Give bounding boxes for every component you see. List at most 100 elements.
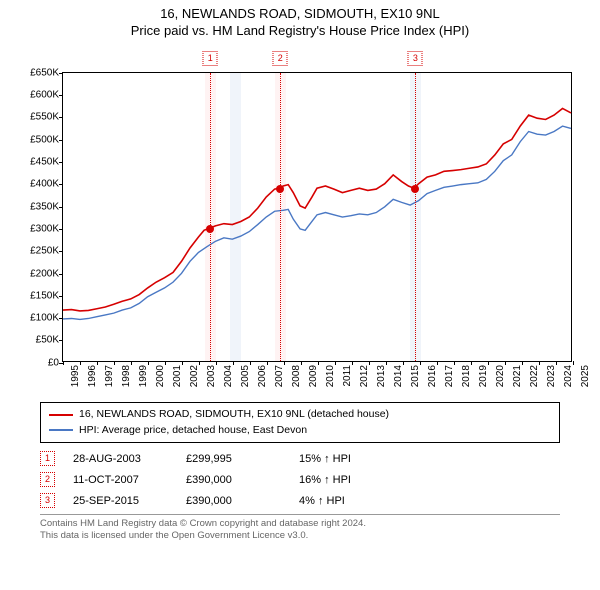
x-tick-label: 2023 (546, 365, 557, 387)
sales-table: 128-AUG-2003£299,99515% ↑ HPI211-OCT-200… (40, 451, 560, 508)
x-tick-label: 2010 (325, 365, 336, 387)
x-tick-mark (131, 361, 132, 365)
y-tick-label: £550K (30, 112, 59, 123)
footer-attribution: Contains HM Land Registry data © Crown c… (40, 514, 560, 542)
x-tick-label: 1999 (138, 365, 149, 387)
y-tick-mark (59, 184, 63, 185)
series-subject (63, 108, 571, 310)
sale-row-index: 2 (40, 472, 55, 487)
x-tick-mark (352, 361, 353, 365)
x-tick-mark (148, 361, 149, 365)
chart-area: £0£50K£100K£150K£200K£250K£300K£350K£400… (20, 46, 580, 396)
x-tick-mark (437, 361, 438, 365)
y-tick-mark (59, 296, 63, 297)
x-tick-mark (573, 361, 574, 365)
x-tick-mark (165, 361, 166, 365)
x-tick-label: 2004 (223, 365, 234, 387)
x-tick-label: 2012 (359, 365, 370, 387)
legend-label-subject: 16, NEWLANDS ROAD, SIDMOUTH, EX10 9NL (d… (79, 407, 389, 423)
sale-row-date: 28-AUG-2003 (73, 453, 168, 465)
legend-box: 16, NEWLANDS ROAD, SIDMOUTH, EX10 9NL (d… (40, 402, 560, 444)
sale-rule (210, 73, 211, 361)
y-tick-mark (59, 229, 63, 230)
x-tick-mark (471, 361, 472, 365)
x-tick-label: 2021 (512, 365, 523, 387)
x-tick-mark (522, 361, 523, 365)
sale-marker-box: 1 (203, 51, 218, 66)
x-tick-label: 2019 (478, 365, 489, 387)
sale-dot (206, 225, 214, 233)
x-tick-mark (233, 361, 234, 365)
x-tick-label: 2015 (410, 365, 421, 387)
y-tick-label: £650K (30, 67, 59, 78)
x-tick-label: 2016 (427, 365, 438, 387)
x-tick-label: 2014 (393, 365, 404, 387)
x-tick-label: 2003 (206, 365, 217, 387)
legend-label-hpi: HPI: Average price, detached house, East… (79, 423, 307, 439)
y-tick-label: £300K (30, 223, 59, 234)
x-tick-label: 1998 (121, 365, 132, 387)
legend-swatch-subject (49, 414, 73, 416)
x-tick-label: 2006 (257, 365, 268, 387)
x-tick-mark (403, 361, 404, 365)
x-tick-mark (284, 361, 285, 365)
y-tick-mark (59, 207, 63, 208)
x-tick-mark (335, 361, 336, 365)
x-tick-label: 1996 (87, 365, 98, 387)
sale-rule (280, 73, 281, 361)
sale-row-index: 1 (40, 451, 55, 466)
x-tick-mark (420, 361, 421, 365)
x-tick-mark (199, 361, 200, 365)
sale-row: 128-AUG-2003£299,99515% ↑ HPI (40, 451, 560, 466)
y-tick-mark (59, 73, 63, 74)
x-tick-mark (318, 361, 319, 365)
x-tick-mark (369, 361, 370, 365)
footer-line-1: Contains HM Land Registry data © Crown c… (40, 518, 560, 530)
x-tick-label: 2002 (189, 365, 200, 387)
y-tick-mark (59, 274, 63, 275)
y-tick-label: £0 (48, 357, 59, 368)
sale-row-price: £390,000 (186, 474, 281, 486)
x-tick-label: 2001 (172, 365, 183, 387)
x-tick-mark (454, 361, 455, 365)
y-tick-mark (59, 318, 63, 319)
y-tick-label: £100K (30, 313, 59, 324)
y-tick-mark (59, 340, 63, 341)
x-tick-mark (216, 361, 217, 365)
legend-item-hpi: HPI: Average price, detached house, East… (49, 423, 551, 439)
sale-dot (276, 185, 284, 193)
y-tick-label: £50K (36, 335, 59, 346)
sale-row-delta: 15% ↑ HPI (299, 453, 394, 465)
y-tick-mark (59, 251, 63, 252)
x-tick-mark (539, 361, 540, 365)
y-tick-label: £250K (30, 246, 59, 257)
x-tick-label: 2017 (444, 365, 455, 387)
sale-row-price: £390,000 (186, 495, 281, 507)
sale-row-delta: 16% ↑ HPI (299, 474, 394, 486)
sale-row-index: 3 (40, 493, 55, 508)
x-tick-label: 2000 (155, 365, 166, 387)
x-tick-mark (80, 361, 81, 365)
x-tick-label: 2020 (495, 365, 506, 387)
x-tick-label: 2025 (580, 365, 591, 387)
x-tick-label: 2009 (308, 365, 319, 387)
sale-row-date: 11-OCT-2007 (73, 474, 168, 486)
y-tick-label: £200K (30, 268, 59, 279)
sale-marker-box: 2 (273, 51, 288, 66)
sale-rule (415, 73, 416, 361)
x-tick-label: 2022 (529, 365, 540, 387)
x-tick-mark (556, 361, 557, 365)
footer-line-2: This data is licensed under the Open Gov… (40, 530, 560, 542)
x-tick-mark (267, 361, 268, 365)
y-tick-mark (59, 140, 63, 141)
x-tick-label: 2013 (376, 365, 387, 387)
sale-row: 325-SEP-2015£390,0004% ↑ HPI (40, 493, 560, 508)
x-tick-label: 2018 (461, 365, 472, 387)
legend-swatch-hpi (49, 429, 73, 431)
title-line-1: 16, NEWLANDS ROAD, SIDMOUTH, EX10 9NL (0, 6, 600, 23)
x-tick-label: 1997 (104, 365, 115, 387)
x-tick-label: 2008 (291, 365, 302, 387)
x-tick-mark (182, 361, 183, 365)
chart-title-block: 16, NEWLANDS ROAD, SIDMOUTH, EX10 9NL Pr… (0, 0, 600, 40)
x-tick-mark (250, 361, 251, 365)
